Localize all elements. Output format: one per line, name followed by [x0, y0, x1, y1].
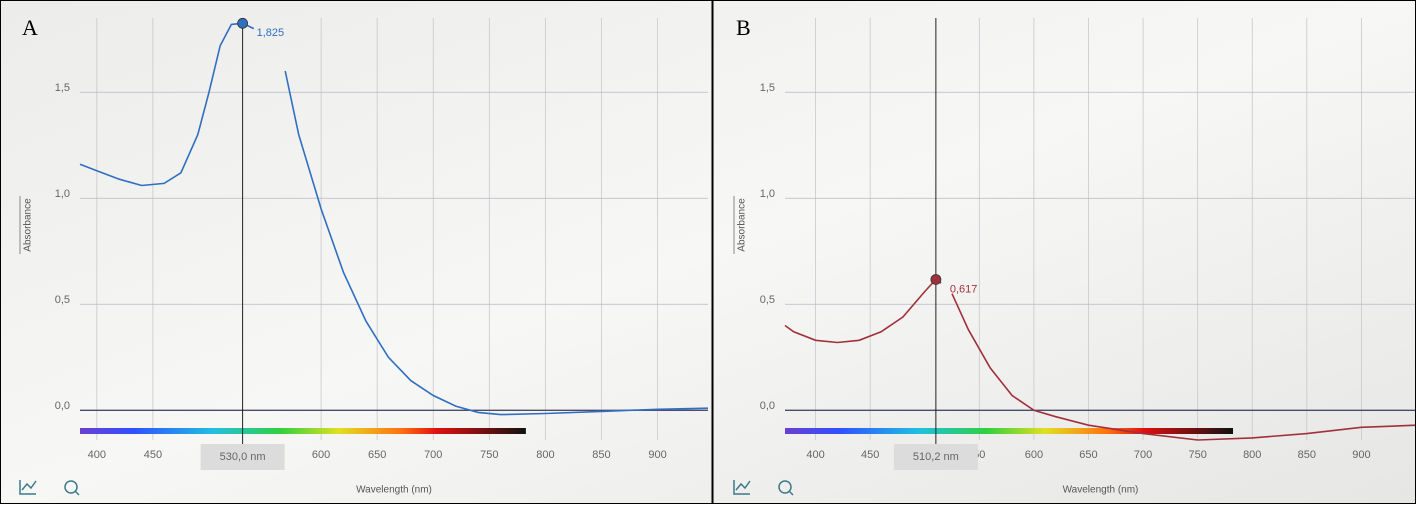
- y-tick-label: 0,5: [760, 294, 775, 306]
- data-line: [784, 278, 1416, 441]
- peak-marker: [237, 17, 249, 29]
- x-tick-label: 600: [312, 449, 330, 461]
- x-tick-label: 900: [648, 449, 666, 461]
- y-tick-label: 1,0: [55, 188, 70, 200]
- cursor-label: 510,2 nm: [913, 451, 959, 463]
- x-tick-label: 400: [88, 449, 106, 461]
- spectrum-bar: [785, 428, 1234, 434]
- x-tick-label: 600: [1025, 449, 1043, 461]
- x-tick-label: 800: [536, 449, 554, 461]
- x-tick-label: 400: [806, 449, 824, 461]
- x-tick-label: 450: [861, 449, 879, 461]
- peak-label: 1,825: [257, 27, 285, 39]
- x-tick-label: 800: [1243, 449, 1261, 461]
- y-tick-label: 0,0: [760, 400, 775, 412]
- chart-icon: [733, 480, 751, 495]
- x-axis-title: Wavelength (nm): [1063, 485, 1139, 496]
- x-tick-label: 450: [144, 449, 162, 461]
- y-tick-label: 0,5: [55, 294, 70, 306]
- y-tick-label: 1,5: [760, 82, 775, 94]
- x-tick-label: 700: [1134, 449, 1152, 461]
- peak-label: 0,617: [950, 283, 978, 295]
- panel-label: B: [736, 15, 751, 40]
- y-axis-title: Absorbance: [737, 198, 748, 252]
- x-tick-label: 650: [1079, 449, 1097, 461]
- data-line: [79, 22, 709, 416]
- x-tick-label: 900: [1352, 449, 1370, 461]
- zoom-icon-handle: [74, 490, 80, 496]
- y-tick-label: 1,5: [55, 82, 70, 94]
- x-tick-label: 750: [1188, 449, 1206, 461]
- x-tick-label: 700: [424, 449, 442, 461]
- panel-label: A: [22, 15, 38, 40]
- zoom-icon-handle: [788, 490, 794, 496]
- cursor-label: 530,0 nm: [220, 451, 266, 463]
- peak-marker: [930, 274, 942, 285]
- panel-a: A 400 450 600 650 700 750 800 850 900 0,0 0,5 1,0 1,5…: [19, 15, 709, 496]
- zoom-icon: [64, 480, 78, 494]
- x-tick-label: 850: [1298, 449, 1316, 461]
- x-tick-label: 750: [480, 449, 498, 461]
- x-tick-label: 650: [368, 449, 386, 461]
- cursor-label-box: [893, 444, 978, 470]
- zoom-icon: [778, 480, 792, 494]
- y-axis-title: Absorbance: [23, 198, 34, 252]
- x-axis-title: Wavelength (nm): [356, 485, 432, 496]
- y-tick-label: 0,0: [55, 400, 70, 412]
- chart-icon: [19, 480, 37, 495]
- x-tick-label: 850: [592, 449, 610, 461]
- spectrum-bar: [80, 428, 526, 434]
- y-tick-label: 1,0: [760, 188, 775, 200]
- cursor-label-box: [200, 444, 285, 470]
